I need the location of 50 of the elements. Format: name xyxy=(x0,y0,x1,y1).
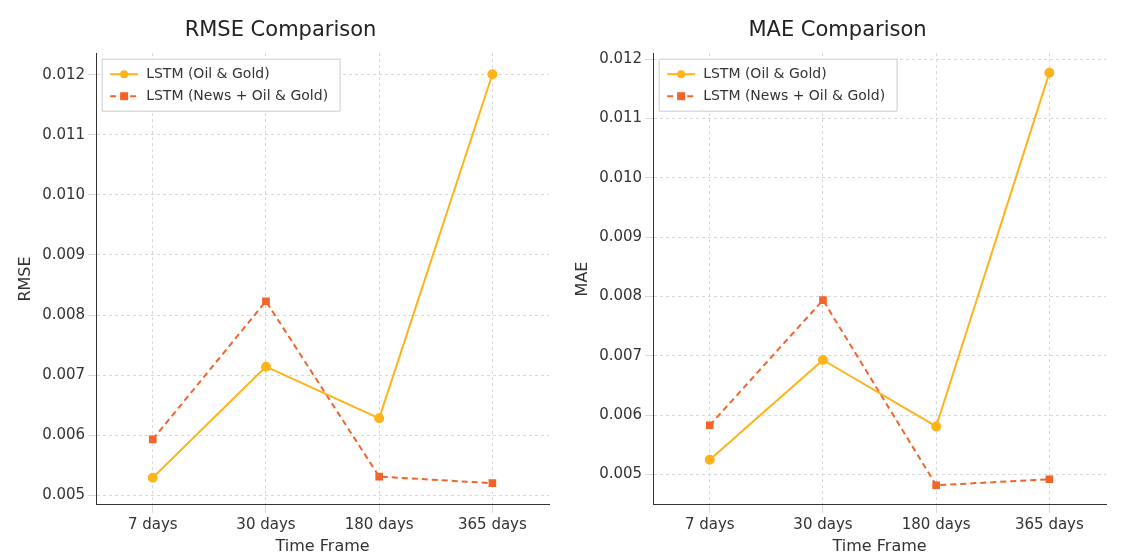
point xyxy=(704,454,715,465)
x-tick-label: 7 days xyxy=(684,514,735,533)
x-tick-label: 180 days xyxy=(344,514,414,533)
y-tick-label: 0.008 xyxy=(42,304,86,323)
point xyxy=(1045,475,1054,484)
y-tick-label: 0.009 xyxy=(42,244,86,263)
x-tick-label: 365 days xyxy=(457,514,527,533)
y-tick-label: 0.012 xyxy=(599,49,643,68)
point xyxy=(817,355,828,365)
y-tick-label: 0.011 xyxy=(42,124,86,143)
point xyxy=(705,421,714,430)
point xyxy=(1044,67,1055,78)
y-axis-title: MAE xyxy=(571,261,591,297)
legend-label: LSTM (Oil & Gold) xyxy=(146,64,270,81)
chart-title: RMSE Comparison xyxy=(184,17,377,42)
point xyxy=(262,297,270,306)
x-tick-label: 180 days xyxy=(901,514,971,533)
y-tick-label: 0.006 xyxy=(599,405,643,424)
x-tick-label: 30 days xyxy=(236,514,296,533)
y-tick-label: 0.007 xyxy=(599,345,643,364)
point xyxy=(260,361,271,372)
x-tick-label: 7 days xyxy=(127,514,178,533)
point xyxy=(931,421,942,432)
x-axis-title: Time Frame xyxy=(831,535,927,555)
y-tick-label: 0.005 xyxy=(42,485,86,504)
y-tick-label: 0.011 xyxy=(599,108,643,127)
x-tick-label: 30 days xyxy=(793,514,853,533)
legend-label: LSTM (Oil & Gold) xyxy=(703,64,827,81)
y-tick-label: 0.009 xyxy=(599,227,643,246)
y-tick-label: 0.005 xyxy=(599,464,643,483)
point xyxy=(147,472,158,483)
x-tick-label: 365 days xyxy=(1014,514,1084,533)
legend-label: LSTM (News + Oil & Gold) xyxy=(146,86,329,103)
y-tick-label: 0.006 xyxy=(42,425,86,444)
y-tick-label: 0.010 xyxy=(599,167,643,186)
point xyxy=(148,435,157,444)
point xyxy=(488,479,497,488)
x-axis-title: Time Frame xyxy=(274,535,370,555)
point xyxy=(487,69,498,80)
point xyxy=(819,296,827,304)
y-tick-label: 0.007 xyxy=(42,364,86,383)
y-axis-title: RMSE xyxy=(14,256,34,302)
y-tick-label: 0.010 xyxy=(42,184,86,203)
point xyxy=(374,413,385,424)
chart-title: MAE Comparison xyxy=(748,17,927,42)
y-tick-label: 0.012 xyxy=(42,64,86,83)
y-tick-label: 0.008 xyxy=(599,286,643,305)
legend-label: LSTM (News + Oil & Gold) xyxy=(703,86,886,103)
point xyxy=(375,472,384,481)
point xyxy=(932,481,941,490)
